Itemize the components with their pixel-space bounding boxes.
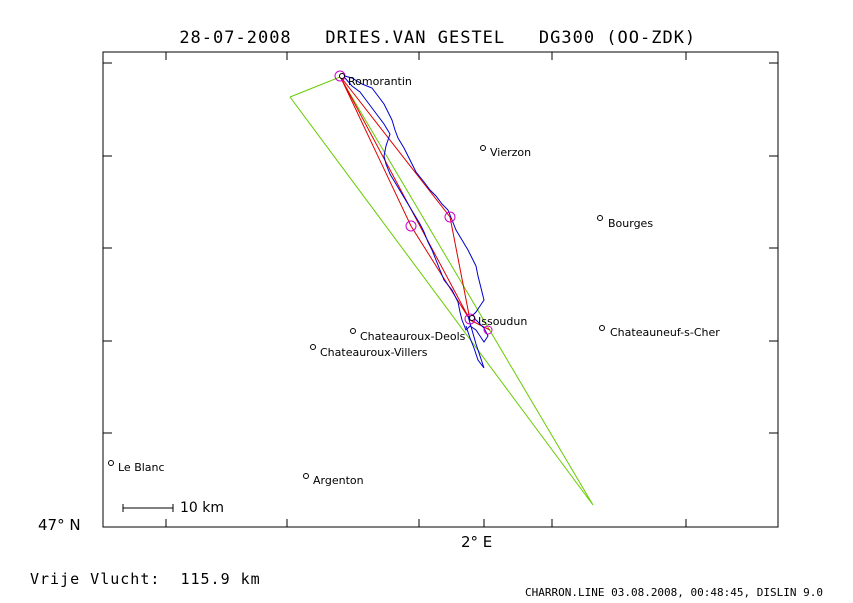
glider-id: DG300 (OO-ZDK) [538,28,697,48]
turnpoint-finish [483,325,493,335]
flight-date: 28-07-2008 [179,28,292,48]
town-label-chateauneuf: Chateauneuf-s-Cher [610,326,720,339]
scale-bar [122,504,174,512]
town-marker [303,473,309,479]
town-label-romorantin: Romorantin [348,75,412,88]
turnpoint-2 [444,211,456,223]
town-label-chateauroux-villers: Chateauroux-Villers [320,346,428,359]
town-label-le-blanc: Le Blanc [118,461,165,474]
map-title: 28-07-2008 DRIES.VAN GESTEL DG300 (OO-ZD… [0,8,853,48]
pilot-name: DRIES.VAN GESTEL [325,28,506,48]
turnpoint-issoudun [464,313,476,325]
town-marker [339,73,345,79]
town-label-bourges: Bourges [608,217,654,230]
axis-ticks [103,52,778,528]
latitude-label: 47° N [38,516,81,534]
distance-value: 115.9 km [180,570,261,588]
town-markers [108,73,605,479]
flight-track [340,74,489,343]
turnpoints [334,70,493,335]
town-label-vierzon: Vierzon [490,146,532,159]
town-marker [480,145,486,151]
town-marker [597,215,603,221]
town-marker [599,325,605,331]
town-label-argenton: Argenton [313,474,364,487]
distance-label: Vrije Vlucht: [30,570,161,588]
distance-summary: Vrije Vlucht: 115.9 km [30,570,261,588]
town-marker [350,328,356,334]
town-label-chateauroux-deols: Chateauroux-Deols [360,330,466,343]
turnpoint-3 [405,220,417,232]
town-marker [108,460,114,466]
town-marker [310,344,316,350]
longitude-label: 2° E [461,533,493,551]
source-info: CHARRON.LINE 03.08.2008, 00:48:45, DISLI… [524,586,823,599]
town-marker [469,315,475,321]
sector-line [289,76,594,506]
map-frame [102,51,779,528]
scale-label: 10 km [180,500,225,516]
flight-track-extra [465,315,485,369]
town-label-issoudun: Issoudun [478,315,528,328]
